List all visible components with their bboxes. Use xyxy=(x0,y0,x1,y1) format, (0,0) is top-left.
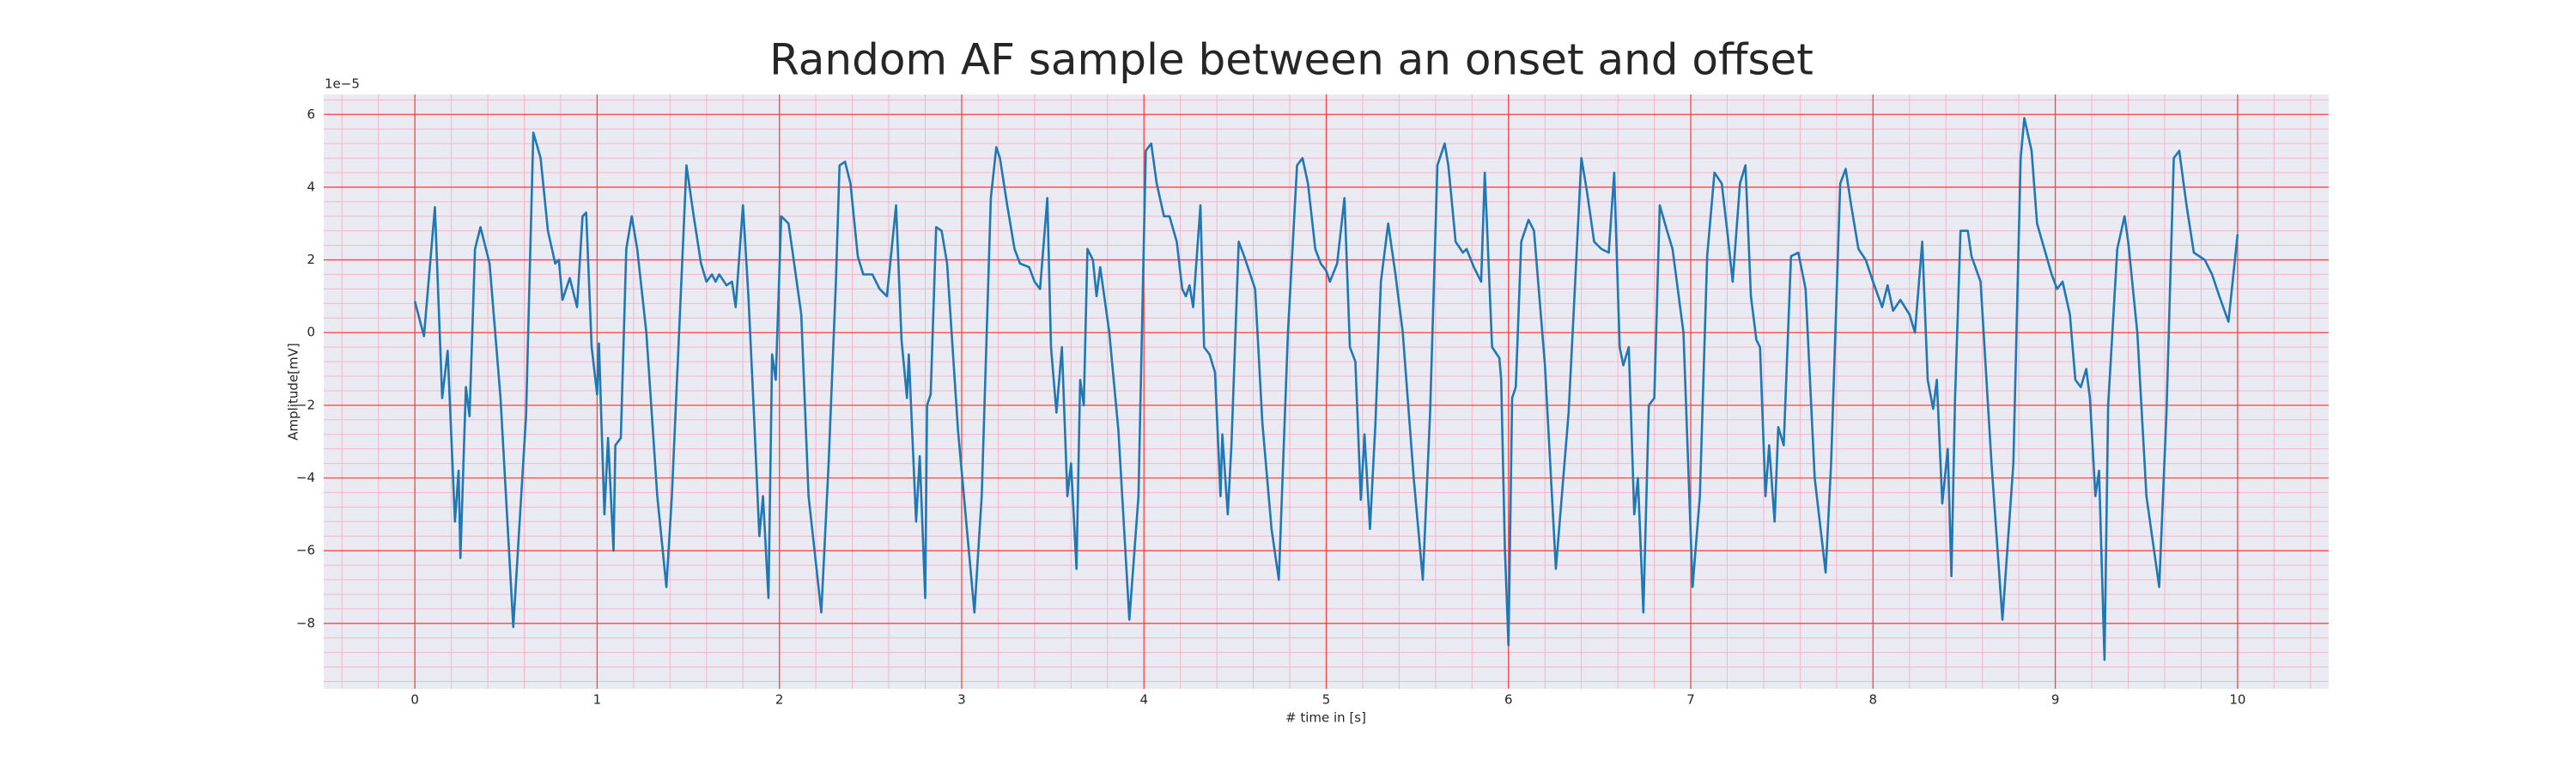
signal-line xyxy=(413,117,2239,661)
y-tick-label: 0 xyxy=(307,325,315,340)
x-tick-label: 8 xyxy=(1869,692,1878,708)
y-tick-label: −6 xyxy=(296,543,315,558)
y-tick-label: 2 xyxy=(307,252,315,267)
y-tick-label: −4 xyxy=(296,470,315,485)
x-tick-label: 0 xyxy=(410,692,419,708)
x-tick-label: 10 xyxy=(2229,692,2245,708)
x-axis-label: # time in [s] xyxy=(1285,710,1366,726)
x-tick-label: 3 xyxy=(957,692,966,708)
y-offset-text: 1e−5 xyxy=(325,76,360,92)
x-tick-label: 4 xyxy=(1139,692,1148,708)
x-tick-label: 5 xyxy=(1322,692,1331,708)
x-tick-label: 1 xyxy=(593,692,602,708)
y-tick-label: −2 xyxy=(296,397,315,412)
y-axis-label: Amplitude[mV] xyxy=(286,343,301,440)
x-tick-label: 2 xyxy=(775,692,784,708)
x-tick-label: 7 xyxy=(1686,692,1695,708)
y-tick-label: 4 xyxy=(307,179,315,194)
y-tick-label: 6 xyxy=(307,107,315,122)
x-tick-label: 6 xyxy=(1504,692,1513,708)
y-tick-label: −8 xyxy=(296,615,315,630)
chart-title: Random AF sample between an onset and of… xyxy=(769,35,1814,85)
x-tick-label: 9 xyxy=(2051,692,2060,708)
